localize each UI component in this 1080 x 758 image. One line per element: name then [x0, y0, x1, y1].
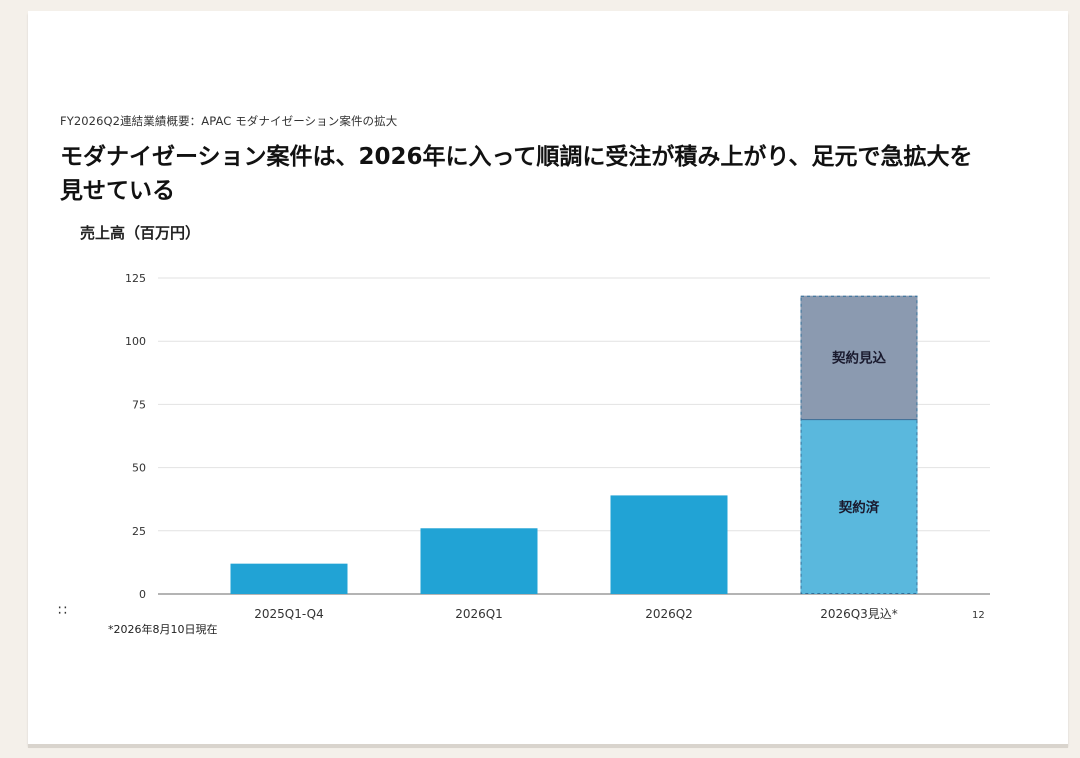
x-tick-labels: 2025Q1-Q4 2026Q1 2026Q2 2026Q3見込* — [254, 607, 898, 621]
bar-contracted — [800, 419, 918, 594]
y-axis-label: 売上高（百万円） — [80, 224, 201, 242]
slide-shadow — [28, 744, 1068, 748]
bar-contracted — [610, 495, 728, 594]
segment-label-forecast: 契約見込 — [831, 350, 886, 367]
x-tick-label: 2025Q1-Q4 — [254, 607, 323, 621]
bar-contracted — [230, 563, 348, 594]
y-tick-label: 0 — [139, 588, 146, 601]
y-tick-label: 50 — [132, 462, 146, 475]
forecast-outline — [800, 295, 918, 594]
x-tick-label: 2026Q2 — [645, 607, 693, 621]
drag-handle-icon[interactable]: ∷ — [58, 603, 68, 619]
segment-label-contracted: 契約済 — [838, 499, 880, 516]
slide-headline: モダナイゼーション案件は、2026年に入って順調に受注が積み上がり、足元で急拡大… — [60, 144, 973, 204]
x-tick-label: 2026Q1 — [455, 607, 503, 621]
y-tick-label: 25 — [132, 525, 146, 538]
page-number: 12 — [972, 610, 985, 621]
x-tick-label: 2026Q3見込* — [820, 607, 898, 621]
y-tick-label: 125 — [125, 272, 146, 285]
y-tick-labels: 0 25 50 75 100 125 — [125, 272, 146, 601]
y-tick-label: 100 — [125, 335, 146, 348]
y-tick-label: 75 — [132, 398, 146, 411]
bar-contracted — [420, 528, 538, 594]
footnote: *2026年8月10日現在 — [108, 623, 218, 636]
bar-forecast — [800, 295, 918, 420]
slide-subtitle: FY2026Q2連結業績概要：APAC モダナイゼーション案件の拡大 — [60, 114, 398, 128]
